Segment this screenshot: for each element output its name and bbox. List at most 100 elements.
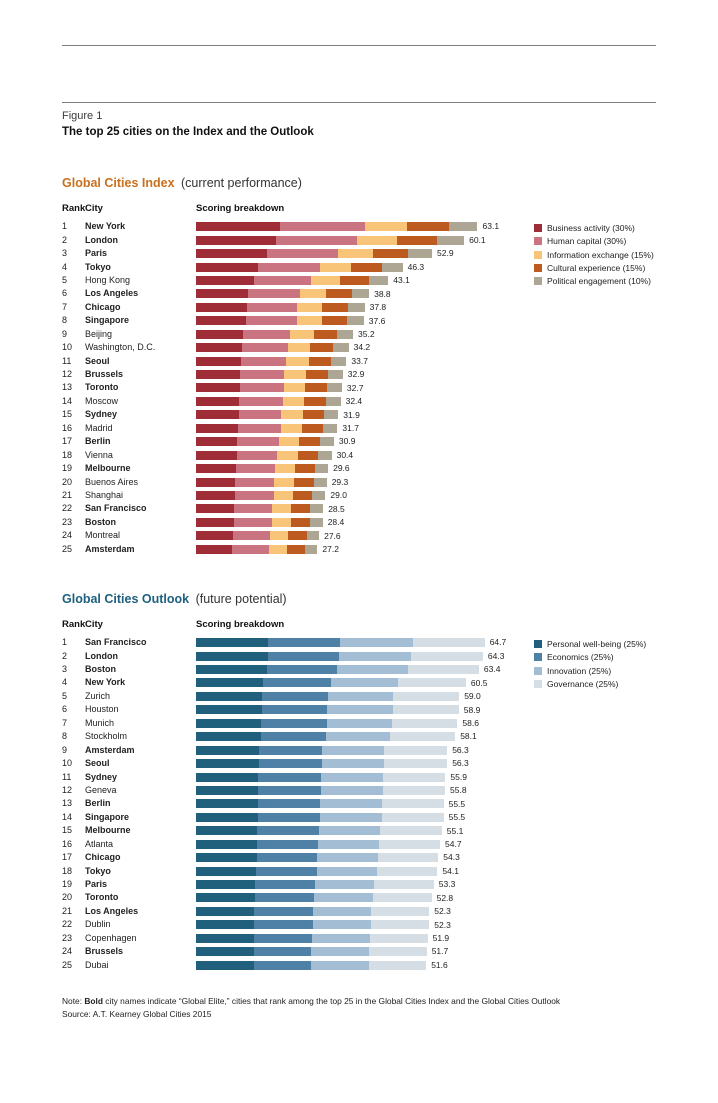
- outlook-section-title: Global Cities Outlook: [62, 591, 190, 606]
- bar-segment: [196, 504, 235, 514]
- bar-segment: [393, 705, 459, 715]
- legend-swatch: [534, 653, 542, 662]
- bar-segment: [312, 906, 371, 916]
- chart-row: 8 Stockholm 58.1: [62, 730, 656, 743]
- stacked-bar: [196, 437, 334, 447]
- bar-segment: [196, 437, 238, 447]
- bar-area: 52.3: [196, 906, 656, 916]
- chart-row: 19 Melbourne 29.6: [62, 462, 656, 475]
- legend-item: Business activity (30%): [534, 221, 654, 234]
- bar-segment: [370, 906, 430, 916]
- bar-segment: [235, 477, 275, 487]
- bar-segment: [287, 343, 311, 353]
- city-cell: Seoul: [85, 356, 110, 366]
- bar-segment: [339, 651, 412, 661]
- footnote-bold-word: Bold: [84, 995, 103, 1006]
- chart-row: 4 Tokyo 46.3: [62, 260, 656, 273]
- rank-cell: 4: [62, 677, 68, 688]
- stacked-bar: [196, 785, 445, 795]
- bar-area: 55.9: [196, 772, 656, 782]
- chart-row: 21 Los Angeles 52.3: [62, 905, 656, 918]
- bar-segment: [196, 933, 254, 943]
- bar-value-label: 58.6: [462, 718, 479, 729]
- bar-value-label: 43.1: [393, 275, 410, 286]
- bar-area: 34.2: [196, 343, 656, 353]
- city-cell: Vienna: [85, 450, 113, 460]
- bar-segment: [234, 504, 273, 514]
- bar-segment: [340, 638, 413, 648]
- bar-segment: [305, 544, 318, 554]
- stacked-bar: [196, 316, 364, 326]
- bar-segment: [333, 343, 349, 353]
- rank-cell: 5: [62, 274, 68, 285]
- bar-segment: [287, 544, 306, 554]
- bar-segment: [196, 302, 247, 312]
- chart-row: 25 Dubai 51.6: [62, 958, 656, 971]
- outlook-section: Global Cities Outlook (future potential)…: [62, 592, 656, 972]
- bar-segment: [232, 531, 270, 541]
- legend-swatch: [534, 679, 542, 688]
- top-rule: [62, 45, 656, 46]
- bar-area: 56.3: [196, 759, 656, 769]
- bar-area: 55.5: [196, 799, 656, 809]
- city-cell: Brussels: [85, 370, 124, 380]
- rank-cell: 17: [62, 852, 73, 863]
- bar-segment: [325, 289, 352, 299]
- chart-row: 16 Madrid 31.7: [62, 422, 656, 435]
- bar-value-label: 59.0: [464, 691, 481, 702]
- city-column-header: City: [85, 202, 103, 214]
- bar-segment: [324, 410, 339, 420]
- bar-segment: [257, 262, 320, 272]
- bar-segment: [390, 732, 456, 742]
- chart-row: 20 Toronto 52.8: [62, 891, 656, 904]
- bar-segment: [272, 504, 292, 514]
- bar-segment: [305, 383, 328, 393]
- bar-segment: [258, 745, 322, 755]
- stacked-bar: [196, 718, 458, 728]
- legend-label: Human capital (30%): [547, 236, 627, 247]
- bar-value-label: 51.7: [431, 946, 449, 957]
- bar-segment: [281, 410, 303, 420]
- bar-segment: [275, 464, 296, 474]
- bar-segment: [318, 839, 379, 849]
- bar-segment: [257, 812, 320, 822]
- bar-segment: [196, 853, 257, 863]
- bar-segment: [382, 785, 445, 795]
- stacked-bar: [196, 544, 318, 554]
- city-cell: Los Angeles: [85, 289, 139, 299]
- bar-segment: [196, 826, 258, 836]
- bar-area: 27.2: [196, 544, 656, 554]
- legend-swatch: [534, 223, 542, 232]
- city-cell: Madrid: [85, 423, 113, 433]
- chart-row: 13 Toronto 32.7: [62, 381, 656, 394]
- bar-value-label: 31.9: [343, 409, 360, 420]
- bar-segment: [319, 262, 351, 272]
- chart-row: 19 Paris 53.3: [62, 878, 656, 891]
- rank-cell: 14: [62, 811, 73, 822]
- city-cell: London: [85, 235, 118, 245]
- stacked-bar: [196, 933, 428, 943]
- bar-segment: [288, 531, 307, 541]
- bar-area: 30.9: [196, 437, 656, 447]
- rank-column-header: Rank: [62, 618, 86, 630]
- bar-segment: [297, 302, 323, 312]
- bar-segment: [196, 316, 247, 326]
- bar-segment: [299, 289, 326, 299]
- rank-cell: 22: [62, 503, 73, 514]
- figure-label: Figure 1: [62, 110, 103, 122]
- stacked-bar: [196, 531, 320, 541]
- chart-row: 3 Paris 52.9: [62, 247, 656, 260]
- bar-value-label: 54.1: [442, 865, 459, 876]
- legend-item: Personal well-being (25%): [534, 637, 646, 650]
- bar-segment: [196, 960, 254, 970]
- bar-segment: [327, 383, 342, 393]
- city-cell: Paris: [85, 880, 108, 890]
- bar-segment: [196, 785, 259, 795]
- stacked-bar: [196, 464, 329, 474]
- bar-segment: [322, 302, 348, 312]
- stacked-bar: [196, 235, 465, 245]
- index-chart-body: 1 New York 63.1 2 London 60.1 3 Paris 52.9 4 Tokyo…: [62, 220, 656, 556]
- bar-segment: [240, 370, 285, 380]
- bar-segment: [337, 665, 409, 675]
- bar-segment: [337, 329, 353, 339]
